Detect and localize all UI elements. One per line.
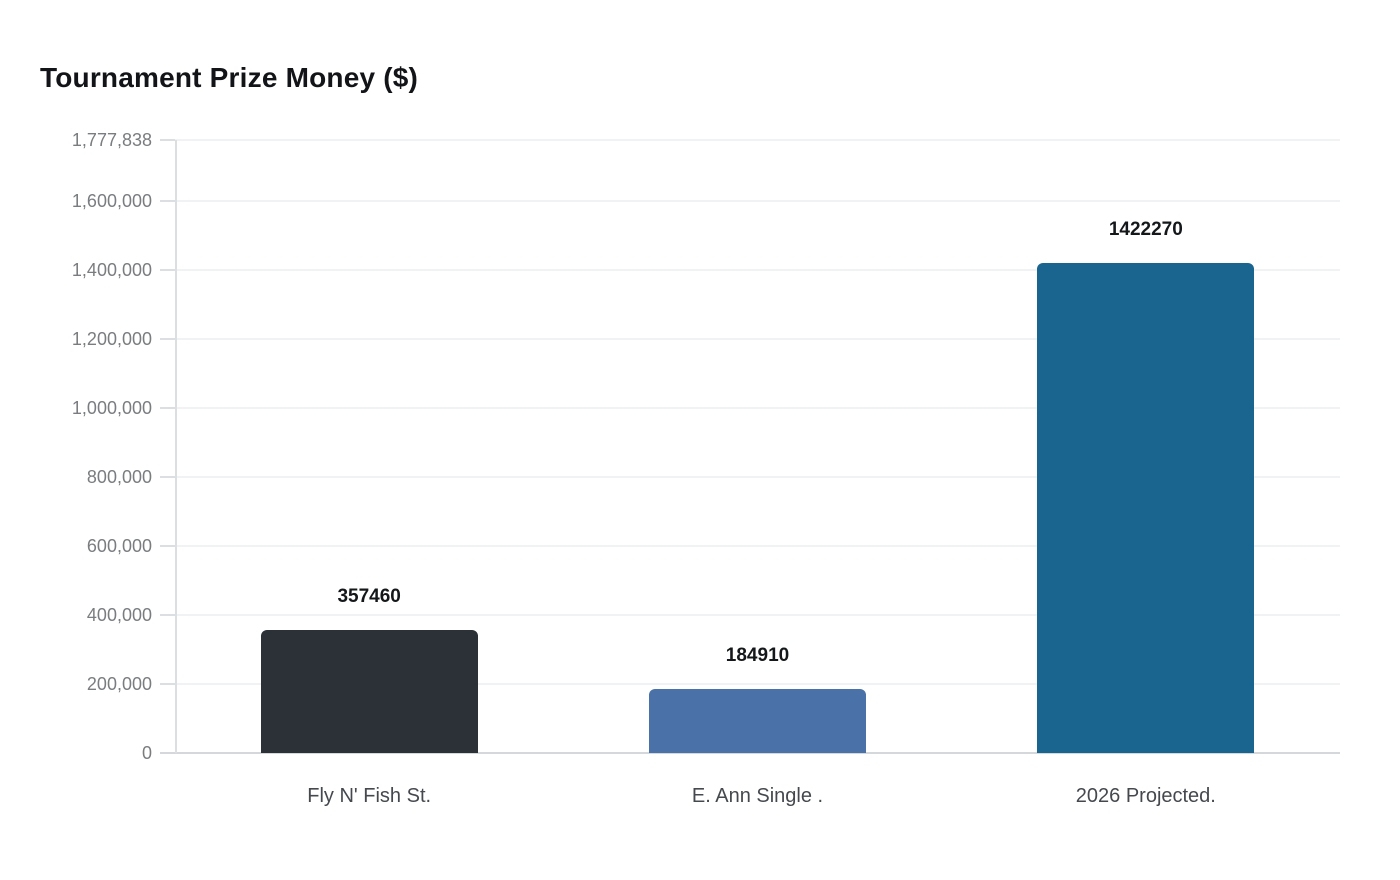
y-tick-label: 200,000 [86, 674, 152, 695]
gridline [175, 614, 1340, 617]
y-tick-label: 1,777,838 [71, 130, 152, 150]
y-axis-tick [160, 476, 175, 479]
y-axis-tick [160, 407, 175, 410]
y-tick-label: 1,400,000 [71, 260, 152, 281]
y-tick-label: 800,000 [86, 467, 152, 488]
x-axis-category-label: 2026 Projected. [1075, 785, 1216, 807]
y-tick-label: 600,000 [86, 536, 152, 557]
y-axis-tick [160, 614, 175, 617]
y-axis-tick [160, 200, 175, 203]
y-tick-label: 0 [141, 743, 152, 763]
gridline [175, 269, 1340, 272]
y-axis-tick [160, 338, 175, 341]
y-tick-label: 400,000 [86, 605, 152, 626]
y-axis-tick [160, 139, 175, 141]
y-axis-tick [160, 545, 175, 548]
y-axis-tick [160, 269, 175, 272]
bar-value-label: 357460 [337, 585, 401, 607]
bar-value-label: 184910 [725, 645, 790, 667]
bar-value-label: 1422270 [1108, 218, 1183, 240]
bar-2 [649, 689, 866, 753]
gridline [175, 407, 1340, 410]
gridline [175, 545, 1340, 548]
y-axis-tick [160, 683, 175, 686]
bar-1 [260, 629, 478, 753]
x-axis-category-label: Fly N' Fish St. [307, 785, 432, 807]
gridline [175, 338, 1340, 341]
y-tick-label: 1,600,000 [71, 191, 152, 212]
x-axis-baseline [160, 752, 1340, 754]
chart-title: Tournament Prize Money ($) [40, 62, 419, 93]
gridline [175, 476, 1340, 479]
gridline [175, 139, 1340, 141]
bar-3 [1037, 262, 1255, 753]
y-axis-line [175, 140, 177, 753]
y-tick-label: 1,200,000 [71, 329, 152, 350]
gridline [175, 683, 1340, 686]
y-tick-label: 1,000,000 [71, 398, 152, 419]
x-axis-category-label: E. Ann Single . [691, 785, 824, 807]
gridline [175, 200, 1340, 203]
